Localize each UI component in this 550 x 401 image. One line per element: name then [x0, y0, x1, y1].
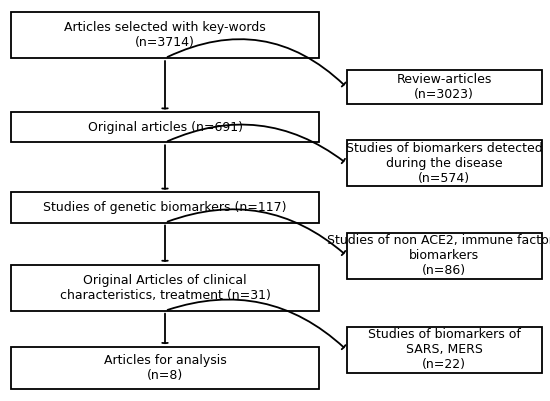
- Text: Studies of genetic biomarkers (n=117): Studies of genetic biomarkers (n=117): [43, 201, 287, 214]
- FancyBboxPatch shape: [11, 347, 319, 389]
- Text: Review-articles
(n=3023): Review-articles (n=3023): [397, 73, 492, 101]
- Text: Original articles (n=691): Original articles (n=691): [87, 121, 243, 134]
- FancyBboxPatch shape: [346, 233, 542, 279]
- Text: Studies of biomarkers detected
during the disease
(n=574): Studies of biomarkers detected during th…: [346, 142, 542, 185]
- Text: Articles selected with key-words
(n=3714): Articles selected with key-words (n=3714…: [64, 21, 266, 49]
- FancyBboxPatch shape: [11, 192, 319, 223]
- Text: Studies of non ACE2, immune factors
biomarkers
(n=86): Studies of non ACE2, immune factors biom…: [327, 234, 550, 277]
- FancyBboxPatch shape: [346, 140, 542, 186]
- Text: Articles for analysis
(n=8): Articles for analysis (n=8): [103, 354, 227, 382]
- FancyBboxPatch shape: [11, 12, 319, 58]
- Text: Original Articles of clinical
characteristics, treatment (n=31): Original Articles of clinical characteri…: [59, 274, 271, 302]
- FancyBboxPatch shape: [346, 70, 542, 104]
- FancyBboxPatch shape: [11, 265, 319, 311]
- FancyBboxPatch shape: [346, 327, 542, 373]
- Text: Studies of biomarkers of
SARS, MERS
(n=22): Studies of biomarkers of SARS, MERS (n=2…: [368, 328, 520, 371]
- FancyBboxPatch shape: [11, 112, 319, 142]
